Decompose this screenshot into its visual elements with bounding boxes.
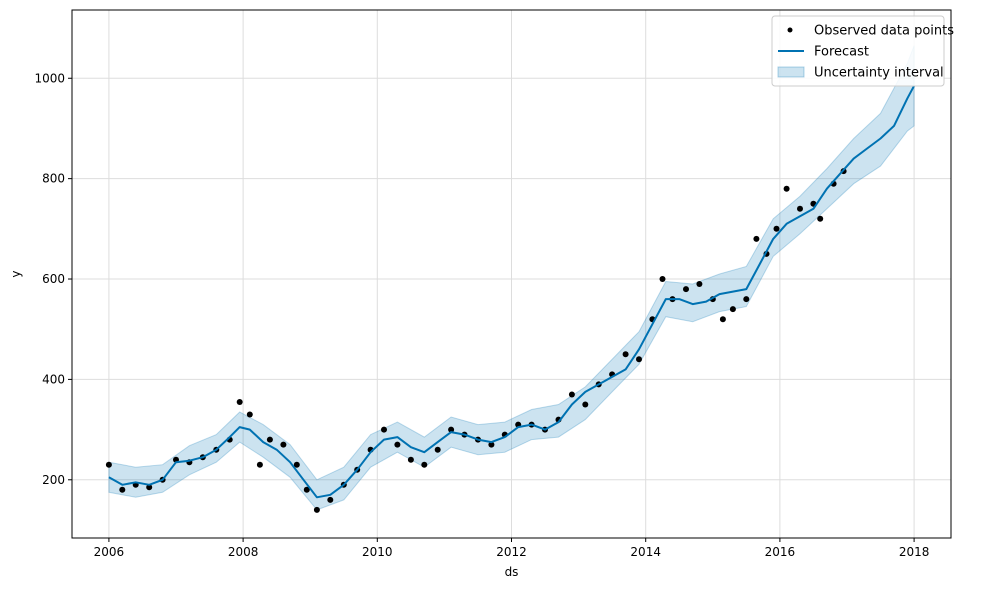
y-tick-label: 400 bbox=[42, 372, 65, 386]
x-axis-label: ds bbox=[505, 565, 519, 579]
observed-point bbox=[797, 205, 803, 212]
legend-box bbox=[771, 15, 945, 87]
y-tick-label: 200 bbox=[42, 473, 65, 487]
observed-point bbox=[729, 306, 736, 313]
observed-point bbox=[236, 399, 243, 405]
observed-point bbox=[434, 446, 441, 453]
x-tick-label: 2014 bbox=[630, 545, 661, 559]
x-tick-label: 2012 bbox=[496, 545, 527, 559]
x-tick-label: 2010 bbox=[362, 545, 393, 559]
observed-points bbox=[105, 168, 847, 513]
observed-point bbox=[488, 441, 495, 448]
observed-point bbox=[256, 461, 263, 468]
observed-point bbox=[622, 351, 629, 358]
observed-point bbox=[146, 484, 153, 491]
observed-point bbox=[394, 441, 401, 448]
observed-point bbox=[696, 281, 703, 287]
observed-point bbox=[636, 356, 642, 363]
observed-point bbox=[246, 411, 253, 418]
legend: Observed data points Forecast Uncertaint… bbox=[771, 15, 954, 87]
observed-point bbox=[313, 506, 320, 513]
legend-observed-marker bbox=[787, 27, 793, 33]
grid bbox=[72, 10, 951, 538]
forecast-line-group bbox=[108, 85, 915, 499]
observed-point bbox=[303, 486, 310, 493]
legend-uncertainty-label: Uncertainty interval bbox=[814, 66, 944, 81]
observed-point bbox=[407, 456, 414, 463]
observed-point bbox=[719, 316, 726, 323]
observed-point bbox=[421, 461, 428, 468]
observed-point bbox=[743, 296, 750, 303]
observed-point bbox=[582, 401, 589, 408]
x-axis-ticks: 2006 2008 2010 2012 2014 2016 2018 bbox=[94, 538, 930, 559]
observed-point bbox=[568, 391, 575, 398]
y-tick-label: 1000 bbox=[34, 71, 65, 85]
x-tick-label: 2008 bbox=[228, 545, 259, 559]
legend-uncertainty-swatch bbox=[777, 66, 805, 78]
observed-point bbox=[683, 286, 689, 293]
y-axis-ticks: 200 400 600 800 1000 bbox=[34, 71, 72, 487]
observed-point bbox=[293, 461, 300, 468]
y-axis-label: y bbox=[9, 270, 23, 277]
observed-point bbox=[266, 436, 273, 443]
observed-point bbox=[327, 496, 334, 503]
observed-point bbox=[280, 441, 287, 448]
observed-point bbox=[817, 215, 824, 222]
x-tick-label: 2016 bbox=[765, 545, 796, 559]
observed-point bbox=[659, 276, 666, 282]
observed-point bbox=[753, 235, 760, 242]
legend-forecast-label: Forecast bbox=[814, 45, 869, 60]
forecast-line bbox=[108, 85, 915, 499]
observed-point bbox=[773, 225, 780, 232]
y-tick-label: 800 bbox=[42, 172, 65, 186]
observed-point bbox=[381, 426, 387, 433]
y-tick-label: 600 bbox=[42, 272, 65, 286]
observed-point bbox=[105, 461, 112, 468]
x-tick-label: 2018 bbox=[899, 545, 930, 559]
x-tick-label: 2006 bbox=[94, 545, 125, 559]
observed-point bbox=[783, 185, 790, 192]
observed-point bbox=[448, 426, 455, 433]
observed-point bbox=[119, 486, 126, 493]
legend-observed-label: Observed data points bbox=[814, 24, 954, 39]
